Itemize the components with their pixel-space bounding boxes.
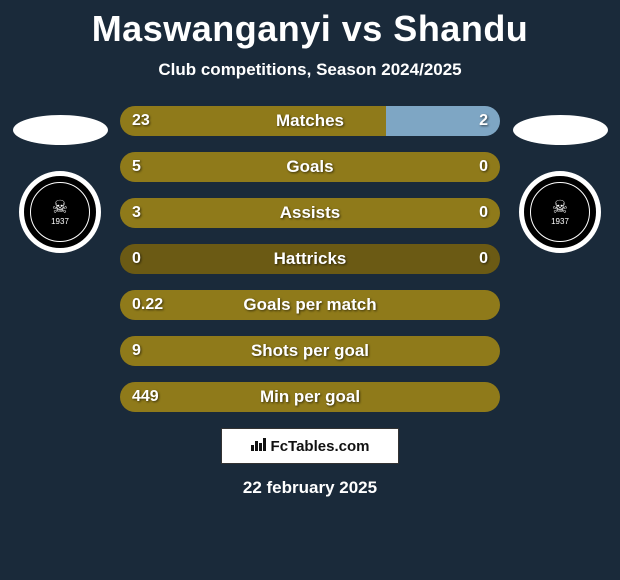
stat-row: 0Hattricks0 (120, 244, 500, 274)
stat-label: Goals per match (120, 290, 500, 320)
stat-right-value: 2 (479, 106, 488, 136)
player-left-club-badge: ☠ 1937 (19, 171, 101, 253)
stat-label: Goals (120, 152, 500, 182)
stats-container: 23Matches25Goals03Assists00Hattricks00.2… (120, 106, 500, 412)
stat-row: 5Goals0 (120, 152, 500, 182)
stat-right-value: 0 (479, 244, 488, 274)
player-right-club-badge: ☠ 1937 (519, 171, 601, 253)
player-left-silhouette-icon (13, 115, 108, 145)
stat-row: 0.22Goals per match (120, 290, 500, 320)
source-logo: FcTables.com (221, 428, 399, 464)
stat-label: Shots per goal (120, 336, 500, 366)
footer-date: 22 february 2025 (0, 478, 620, 498)
stat-row: 9Shots per goal (120, 336, 500, 366)
stat-label: Matches (120, 106, 500, 136)
stat-row: 3Assists0 (120, 198, 500, 228)
stat-row: 23Matches2 (120, 106, 500, 136)
player-left-column: ☠ 1937 (10, 115, 110, 253)
stat-label: Hattricks (120, 244, 500, 274)
player-right-column: ☠ 1937 (510, 115, 610, 253)
player-right-silhouette-icon (513, 115, 608, 145)
source-logo-text: FcTables.com (271, 438, 370, 455)
bar-chart-icon (251, 437, 267, 455)
club-badge-year: 1937 (551, 217, 569, 226)
stat-row: 449Min per goal (120, 382, 500, 412)
page-title: Maswanganyi vs Shandu (0, 0, 620, 50)
stat-label: Min per goal (120, 382, 500, 412)
skull-crossbones-icon: ☠ (52, 198, 68, 216)
stat-right-value: 0 (479, 198, 488, 228)
subtitle: Club competitions, Season 2024/2025 (0, 60, 620, 80)
skull-crossbones-icon: ☠ (552, 198, 568, 216)
stat-label: Assists (120, 198, 500, 228)
club-badge-year: 1937 (51, 217, 69, 226)
stat-right-value: 0 (479, 152, 488, 182)
